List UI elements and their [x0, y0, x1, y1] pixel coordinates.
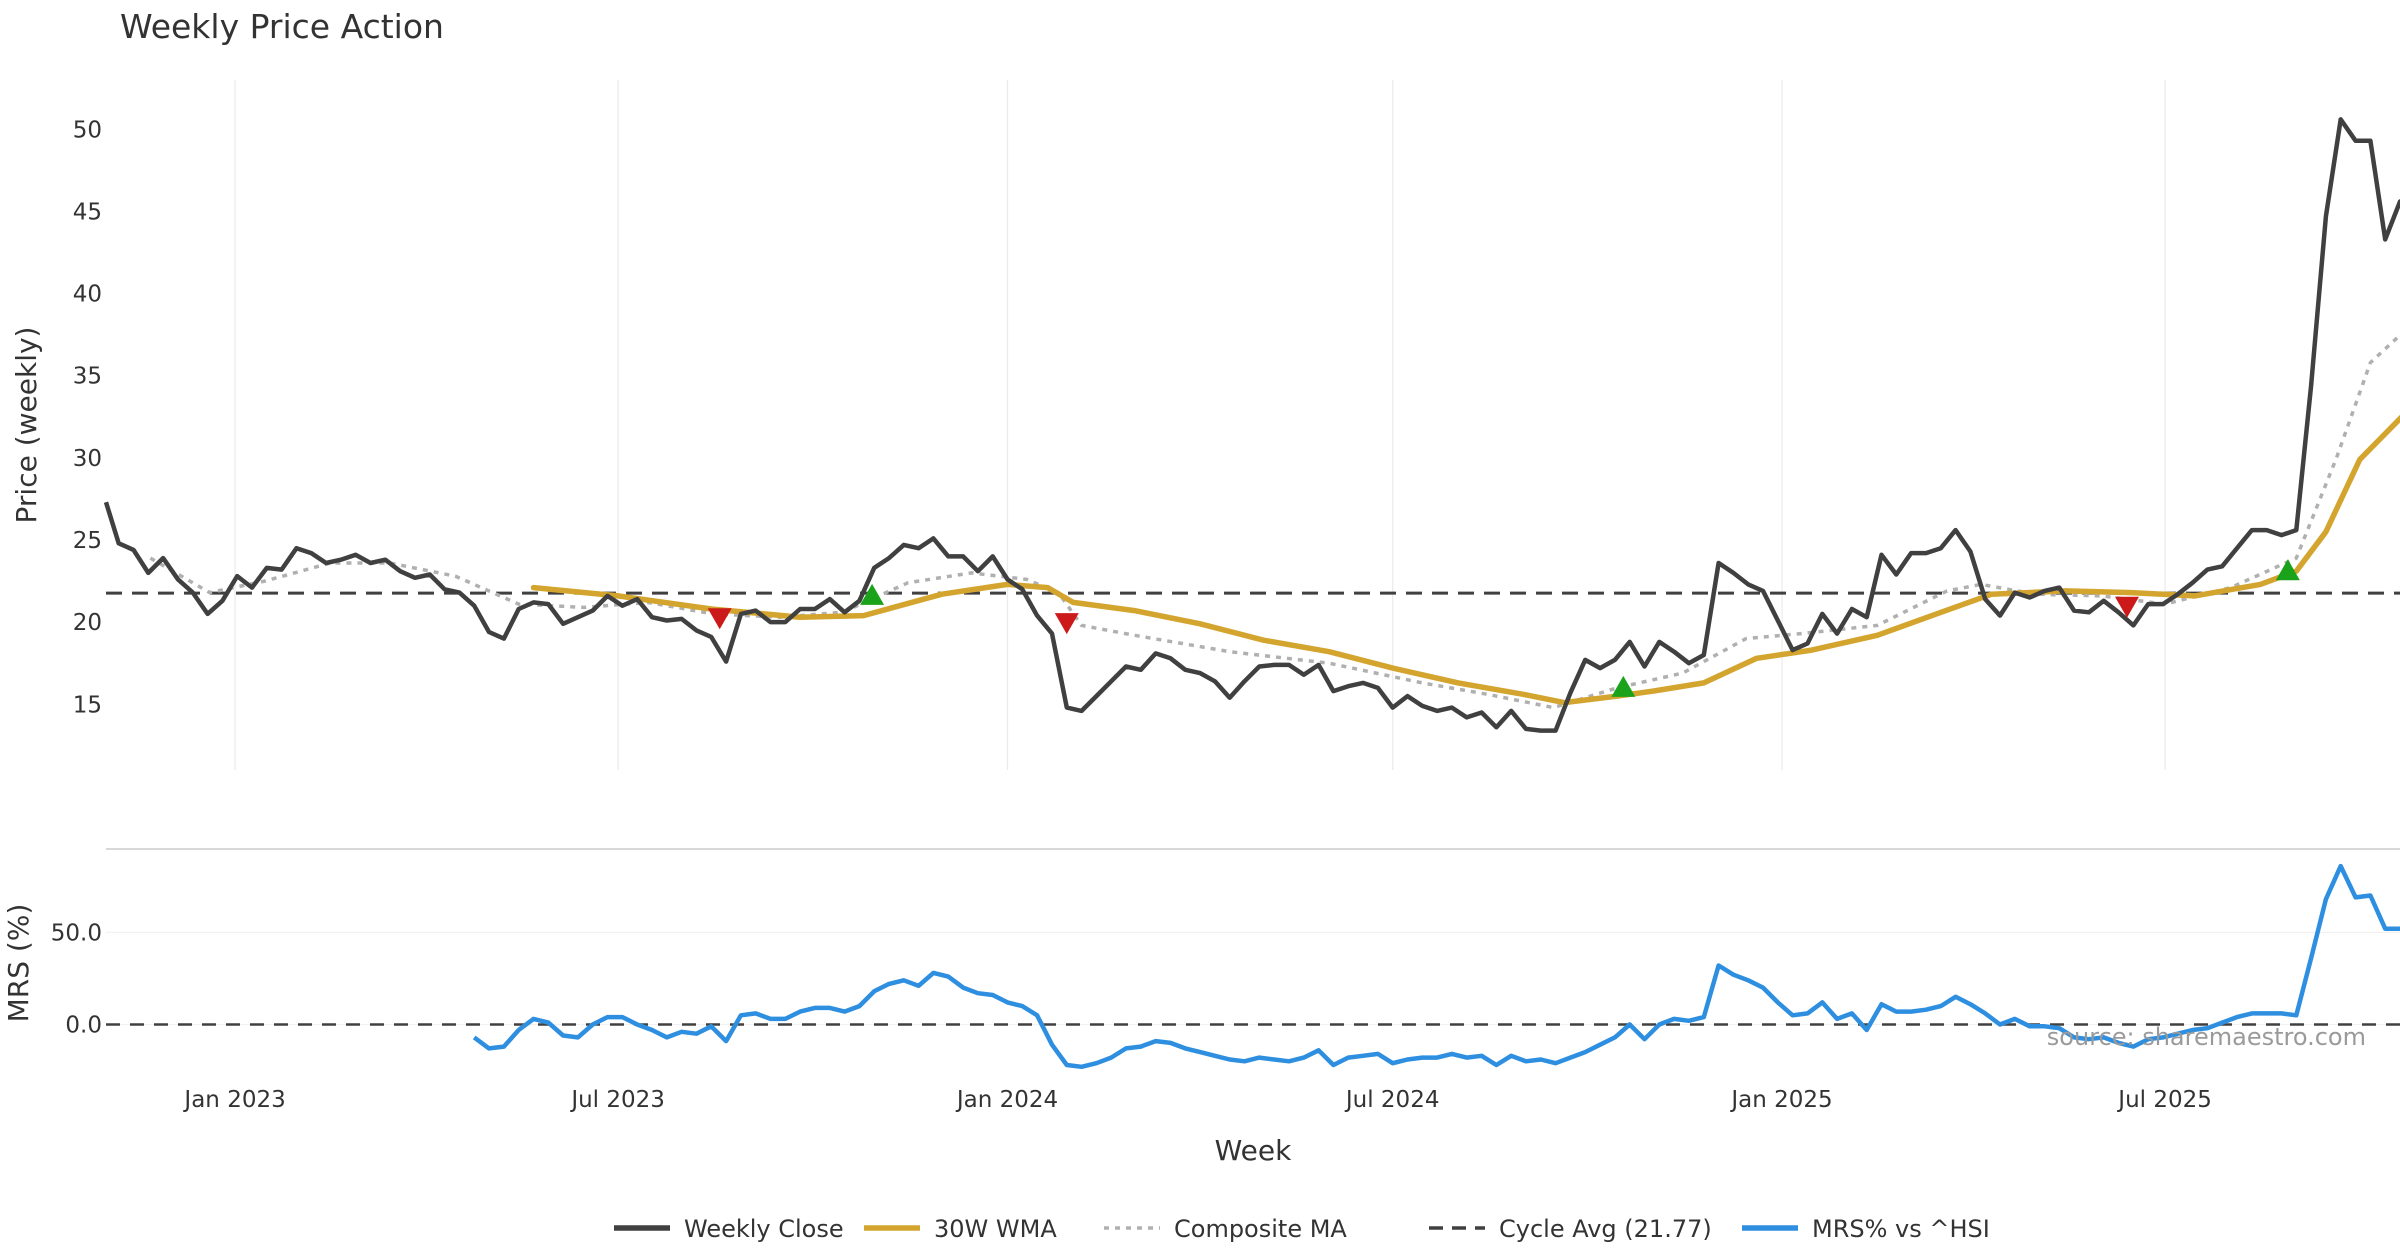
legend-label: 30W WMA: [934, 1215, 1057, 1243]
price-y-tick-label: 20: [73, 610, 102, 636]
price-y-tick-label: 30: [73, 446, 102, 472]
legend-label: Composite MA: [1174, 1215, 1347, 1243]
price-y-tick-label: 25: [73, 528, 102, 554]
price-y-axis-label: Price (weekly): [10, 327, 43, 524]
x-tick-label: Jan 2024: [955, 1087, 1058, 1113]
price-y-tick-label: 35: [73, 364, 102, 390]
mrs-y-tick-label: 50.0: [51, 920, 102, 946]
legend-label: Weekly Close: [684, 1215, 844, 1243]
source-note: source: sharemaestro.com: [2047, 1023, 2366, 1051]
price-y-tick-label: 40: [73, 282, 102, 308]
legend-item: Composite MA: [1104, 1215, 1347, 1243]
buy-signal-marker: [2275, 559, 2300, 581]
x-axis-label: Week: [1215, 1134, 1292, 1167]
legend-item: 30W WMA: [864, 1215, 1057, 1243]
series-30w-wma-line: [530, 414, 2400, 706]
legend-label: MRS% vs ^HSI: [1812, 1215, 1990, 1243]
sell-signal-marker: [1054, 613, 1079, 635]
x-tick-label: Jul 2024: [1344, 1087, 1440, 1113]
x-tick-label: Jul 2025: [2116, 1087, 2212, 1113]
x-tick-label: Jan 2025: [1729, 1087, 1832, 1113]
series-composite-ma-line: [149, 332, 2400, 710]
legend-item: Weekly Close: [614, 1215, 844, 1243]
legend-label: Cycle Avg (21.77): [1499, 1215, 1712, 1243]
axis-layer: Jan 2023 Jul 2023 Jan 2024 Jul 2024 Jan 2025…: [51, 117, 2212, 1113]
price-y-tick-label: 15: [73, 692, 102, 718]
legend-item: MRS% vs ^HSI: [1742, 1215, 1990, 1243]
buy-signal-marker: [860, 583, 885, 605]
legend: Weekly Close 30W WMA Composite MA Cycle Avg…: [614, 1215, 1990, 1243]
series-mrs-line: [472, 863, 2400, 1070]
price-panel: [103, 117, 2400, 733]
buy-signal-marker: [1611, 675, 1636, 697]
sell-signal-marker: [707, 608, 732, 630]
price-y-tick-label: 50: [73, 117, 102, 143]
x-tick-label: Jul 2023: [569, 1087, 665, 1113]
x-tick-label: Jan 2023: [182, 1087, 285, 1113]
mrs-y-axis-label: MRS (%): [2, 904, 35, 1023]
grid-layer: [106, 80, 2400, 1026]
series-weekly-close-line: [103, 117, 2400, 733]
sell-signal-marker: [2115, 596, 2140, 618]
mrs-panel: [106, 863, 2400, 1070]
chart-title: Weekly Price Action: [120, 7, 444, 46]
mrs-y-tick-label: 0.0: [65, 1012, 102, 1038]
legend-item: Cycle Avg (21.77): [1429, 1215, 1712, 1243]
price-y-tick-label: 45: [73, 199, 102, 225]
